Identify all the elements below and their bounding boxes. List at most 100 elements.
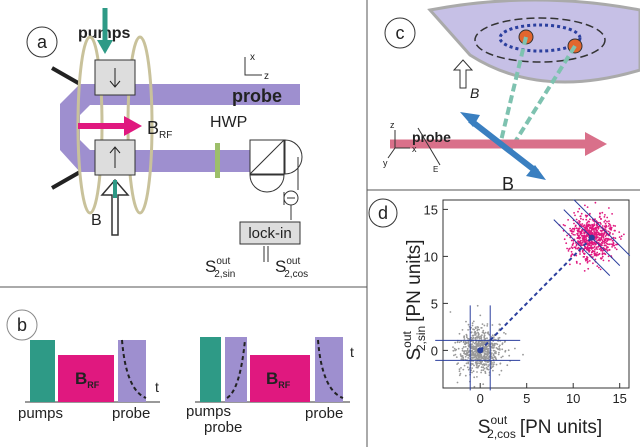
scatter-dot bbox=[465, 342, 467, 344]
scatter-dot bbox=[491, 362, 493, 364]
scatter-dot bbox=[498, 346, 500, 348]
scatter-dot bbox=[477, 337, 479, 339]
scatter-dot bbox=[599, 237, 601, 239]
scatter-dot bbox=[473, 376, 475, 378]
scatter-dot bbox=[459, 368, 461, 370]
pump-pulse bbox=[200, 337, 221, 402]
scatter-dot bbox=[583, 239, 585, 241]
brf-sub: RF bbox=[87, 380, 99, 390]
scatter-dot bbox=[459, 370, 461, 372]
scatter-dot bbox=[474, 334, 476, 336]
scatter-dot bbox=[570, 254, 572, 256]
x-tick-label: 0 bbox=[477, 391, 484, 406]
scatter-dot bbox=[459, 341, 461, 343]
scatter-dot bbox=[581, 235, 583, 237]
scatter-dot bbox=[472, 325, 474, 327]
scatter-dot bbox=[482, 330, 484, 332]
scatter-dot bbox=[596, 237, 598, 239]
scatter-dot bbox=[487, 345, 489, 347]
scatter-dot bbox=[577, 237, 579, 239]
scatter-dot bbox=[468, 324, 470, 326]
scatter-dot bbox=[502, 342, 504, 344]
scatter-dot bbox=[460, 367, 462, 369]
scatter-dot bbox=[481, 357, 483, 359]
scatter-dot bbox=[604, 216, 606, 218]
x-tick-label: 5 bbox=[523, 391, 530, 406]
scatter-dot bbox=[612, 233, 614, 235]
scatter-dot bbox=[571, 233, 573, 235]
scatter-dot bbox=[592, 262, 594, 264]
label-unit: [PN units] bbox=[404, 239, 425, 321]
scatter-dot bbox=[466, 363, 468, 365]
scatter-dot bbox=[582, 219, 584, 221]
axis-label: y bbox=[383, 158, 388, 168]
scatter-dot bbox=[575, 225, 577, 227]
scatter-dot bbox=[585, 225, 587, 227]
scatter-dot bbox=[456, 363, 458, 365]
scatter-dot bbox=[485, 351, 487, 353]
scatter-dot bbox=[464, 365, 466, 367]
scatter-dot bbox=[487, 323, 489, 325]
scatter-dot bbox=[486, 367, 488, 369]
scatter-dot bbox=[478, 334, 480, 336]
scatter-dot bbox=[589, 227, 591, 229]
scatter-dot bbox=[493, 354, 495, 356]
scatter-dot bbox=[614, 225, 616, 227]
mirror bbox=[52, 68, 80, 84]
scatter-dot bbox=[589, 244, 591, 246]
scatter-dot bbox=[472, 328, 474, 330]
scatter-dot bbox=[505, 333, 507, 335]
label-sup: out bbox=[400, 331, 414, 348]
scatter-dot bbox=[586, 240, 588, 242]
brf-main: B bbox=[266, 369, 278, 388]
cluster-center bbox=[589, 235, 595, 241]
scatter-dot bbox=[462, 358, 464, 360]
scatter-dot bbox=[506, 364, 508, 366]
mirror bbox=[52, 172, 80, 188]
scatter-dot bbox=[605, 235, 607, 237]
scatter-dot bbox=[573, 246, 575, 248]
scatter-dot bbox=[603, 253, 605, 255]
scatter-dot bbox=[566, 248, 568, 250]
scatter-dot bbox=[584, 232, 586, 234]
scatter-dot bbox=[462, 350, 464, 352]
panel-label: c bbox=[396, 23, 405, 43]
scatter-dot bbox=[588, 229, 590, 231]
scatter-dot bbox=[467, 366, 469, 368]
scatter-dot bbox=[584, 235, 586, 237]
scatter-dot bbox=[498, 352, 500, 354]
probe-label: probe bbox=[112, 405, 150, 422]
scatter-dot bbox=[492, 324, 494, 326]
detector bbox=[285, 140, 302, 174]
scatter-dot bbox=[585, 219, 587, 221]
scatter-dot bbox=[616, 249, 618, 251]
scatter-dot bbox=[579, 253, 581, 255]
scatter-dot bbox=[581, 223, 583, 225]
scatter-dot bbox=[479, 357, 481, 359]
scatter-dot bbox=[578, 208, 580, 210]
pumps-label: pumps bbox=[186, 403, 231, 420]
scatter-dot bbox=[457, 341, 459, 343]
scatter-dot bbox=[610, 229, 612, 231]
scatter-dot bbox=[474, 386, 476, 388]
s-sub: 2,sin bbox=[214, 269, 235, 280]
scatter-dot bbox=[472, 363, 474, 365]
scatter-dot bbox=[595, 202, 597, 204]
scatter-dot bbox=[460, 353, 462, 355]
scatter-dot bbox=[503, 332, 505, 334]
scatter-dot bbox=[492, 370, 494, 372]
scatter-dot bbox=[590, 245, 592, 247]
scatter-dot bbox=[604, 220, 606, 222]
scatter-dot bbox=[479, 363, 481, 365]
scatter-dot bbox=[579, 237, 581, 239]
scatter-dot bbox=[579, 216, 581, 218]
scatter-dot bbox=[482, 332, 484, 334]
scatter-dot bbox=[586, 215, 588, 217]
scatter-dot bbox=[601, 212, 603, 214]
scatter-dot bbox=[580, 218, 582, 220]
scatter-dot bbox=[477, 328, 479, 330]
scatter-dot bbox=[573, 231, 575, 233]
scatter-dot bbox=[607, 239, 609, 241]
scatter-dot bbox=[522, 354, 524, 356]
scatter-dot bbox=[462, 348, 464, 350]
